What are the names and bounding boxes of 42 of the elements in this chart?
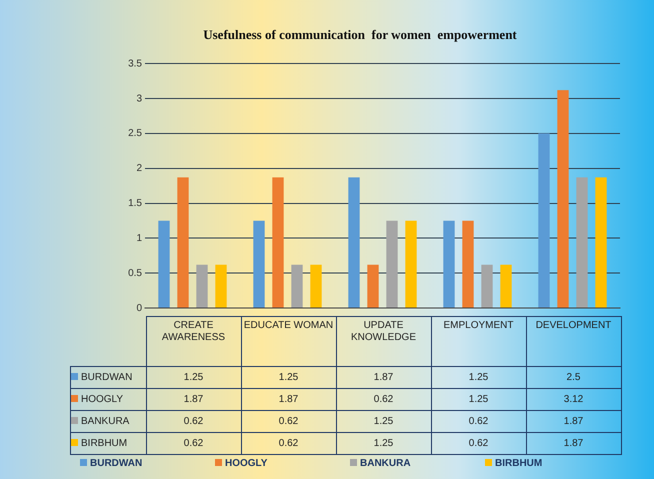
text: BIRBHUM xyxy=(81,438,128,449)
legend-label: BANKURA xyxy=(70,410,146,432)
legend-label: HOOGLY xyxy=(70,388,146,410)
data-label: 0.62 xyxy=(146,410,241,432)
data-label: 0.62 xyxy=(336,388,431,410)
chart-title: Usefulness of communication for women empowerment xyxy=(203,27,518,42)
data-label: 1.87 xyxy=(241,388,336,410)
data-label: 1.25 xyxy=(431,366,526,388)
data-label: 1.87 xyxy=(526,432,621,454)
data-label: 0.62 xyxy=(431,432,526,454)
text: BANKURA xyxy=(360,458,411,469)
data-label: 0.62 xyxy=(431,410,526,432)
text: BURDWAN xyxy=(90,458,142,469)
data-label: 0.62 xyxy=(241,432,336,454)
data-label: 0.62 xyxy=(241,410,336,432)
legend-label: BURDWAN xyxy=(70,366,146,388)
y-tick-label: 2.5 xyxy=(128,128,142,140)
data-label: 1.25 xyxy=(336,432,431,454)
data-label: 1.87 xyxy=(526,410,621,432)
y-tick-label: 0 xyxy=(136,302,142,314)
data-label: 1.25 xyxy=(336,410,431,432)
x-tick-label: EDUCATE WOMAN xyxy=(241,316,336,366)
data-label: 1.25 xyxy=(431,388,526,410)
data-label: 2.5 xyxy=(526,366,621,388)
legend-label: BIRBHUM xyxy=(494,458,544,469)
data-label: 1.87 xyxy=(146,388,241,410)
y-tick-label: 0.5 xyxy=(128,268,142,279)
text: HOOGLY xyxy=(225,458,268,469)
y-tick-label: 2 xyxy=(136,163,142,174)
data-label: 1.25 xyxy=(241,366,336,388)
x-tick-label: UPDATE KNOWLEDGE xyxy=(336,316,431,366)
data-label: 1.25 xyxy=(146,366,241,388)
data-label: 1.87 xyxy=(336,366,431,388)
x-tick-label: EMPLOYMENT xyxy=(431,316,526,366)
x-tick-label: DEVELOPMENT xyxy=(526,316,621,366)
y-tick-label: 3 xyxy=(136,93,142,104)
y-tick-label: 1.5 xyxy=(128,198,142,210)
y-tick-label: 3.5 xyxy=(128,58,142,70)
x-tick-label: CREATE AWARENESS xyxy=(146,316,241,366)
data-label: 3.12 xyxy=(526,388,621,410)
y-tick-label: 1 xyxy=(136,232,142,244)
data-label: 0.62 xyxy=(146,432,241,454)
